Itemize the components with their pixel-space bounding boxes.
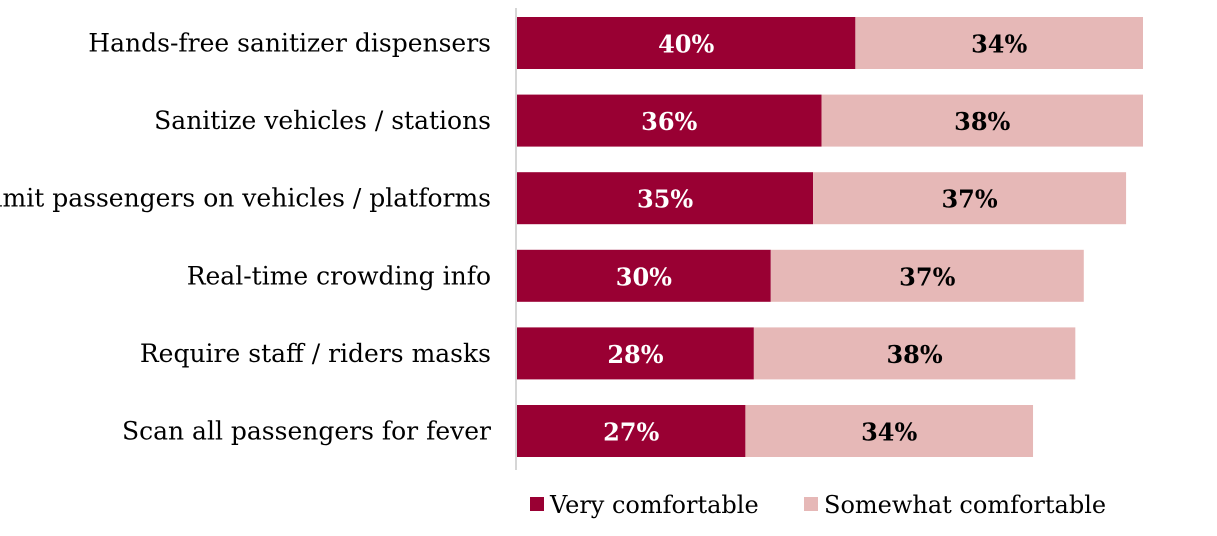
category-labels: Hands-free sanitizer dispensers Sanitize … [0,29,491,446]
category-label: Require staff / riders masks [140,339,491,368]
data-label: 35% [637,185,693,214]
bar-somewhat-comfortable [855,17,1143,69]
category-label: Limit passengers on vehicles / platforms [0,184,491,213]
legend-label: Very comfortable [549,491,759,519]
category-label: Scan all passengers for fever [122,417,491,446]
bar-very-comfortable [517,17,856,69]
data-label: 38% [954,107,1010,136]
data-label: 40% [658,30,714,59]
bar-very-comfortable [517,94,822,147]
data-label: 30% [616,262,672,291]
legend-label: Somewhat comfortable [824,491,1106,519]
data-label: 38% [886,340,942,369]
category-label: Hands-free sanitizer dispensers [88,29,491,58]
bar-very-comfortable [517,405,746,457]
data-label: 34% [971,30,1027,59]
legend: Very comfortable Somewhat comfortable [530,491,1106,519]
data-label: 37% [941,185,997,214]
data-label: 34% [861,418,917,447]
bar-somewhat-comfortable [770,249,1084,302]
bar-somewhat-comfortable [813,172,1127,225]
legend-swatch [530,497,544,511]
category-label: Real-time crowding info [187,261,491,290]
bar-very-comfortable [517,327,754,380]
bar-very-comfortable [517,249,771,302]
category-label: Sanitize vehicles / stations [154,106,491,135]
data-label: 36% [641,107,697,136]
data-label: 27% [603,418,659,447]
bar-somewhat-comfortable [745,405,1034,457]
bar-somewhat-comfortable [821,94,1143,147]
data-label: 28% [607,340,663,369]
bars-group: 40% 34% 36% 38% 35% 37% 30% 37% 28% 38% 27% 34% [517,17,1143,457]
bar-very-comfortable [517,172,814,225]
data-label: 37% [899,262,955,291]
legend-swatch [804,497,818,511]
bar-somewhat-comfortable [753,327,1076,380]
